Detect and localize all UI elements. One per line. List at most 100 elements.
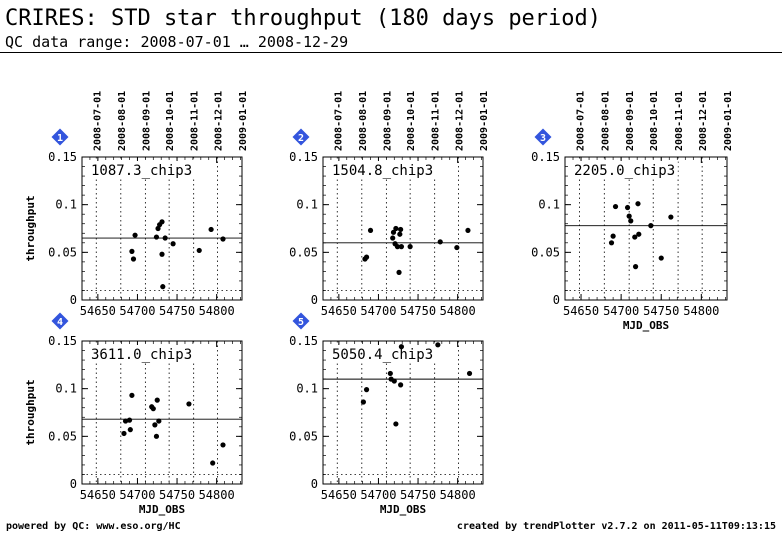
data-point xyxy=(208,226,214,233)
panel-1: 0 0.05 0.1 0.15 54650 54700 54750 54800 2008-07-… xyxy=(24,91,249,318)
panel-number: 5 xyxy=(298,317,304,328)
y-tick-label: 0.15 xyxy=(48,150,77,164)
data-point xyxy=(170,241,176,247)
panel-label: 1087.3_chip3 xyxy=(91,163,192,179)
data-point xyxy=(363,254,370,260)
x-tick-label: 54750 xyxy=(159,488,195,502)
footer-powered-by: powered by QC: www.eso.org/HC xyxy=(6,521,181,532)
x-tick-label: 54650 xyxy=(321,304,357,318)
top-date-label: 2008-12-01 xyxy=(698,91,709,151)
data-point xyxy=(466,370,473,377)
x-tick-label: 54750 xyxy=(159,304,195,318)
x-tick-label: 54800 xyxy=(683,304,719,318)
x-tick-label: 54650 xyxy=(80,488,116,502)
data-point xyxy=(363,387,370,393)
panel-number-diamond-icon xyxy=(292,312,310,330)
data-point xyxy=(130,256,137,262)
y-tick-label: 0.1 xyxy=(55,198,77,212)
x-tick-label: 54650 xyxy=(321,488,357,502)
y-tick-label: 0.15 xyxy=(531,150,560,164)
data-point xyxy=(393,225,399,232)
x-tick-label: 54650 xyxy=(563,304,599,318)
top-date-label: 2009-01-01 xyxy=(479,91,490,151)
x-tick-label: 54700 xyxy=(360,488,396,502)
data-point xyxy=(396,269,402,275)
y-tick-label: 0.15 xyxy=(289,150,318,164)
plot-frame xyxy=(81,156,243,301)
plot-frame xyxy=(81,340,243,485)
data-point xyxy=(159,219,165,225)
data-point xyxy=(129,392,135,398)
y-axis-label: throughput xyxy=(24,379,37,445)
y-tick-label: 0.1 xyxy=(538,198,560,212)
x-tick-label: 54800 xyxy=(440,488,476,502)
data-point xyxy=(196,247,202,254)
data-point xyxy=(612,203,619,210)
data-point xyxy=(132,232,138,238)
data-point xyxy=(153,234,160,240)
panel-5: 0 0.05 0.1 0.15 54650 54700 54750 54800 MJD_OBS 5… xyxy=(289,312,484,516)
top-date-label: 2008-07-01 xyxy=(92,91,103,151)
data-point xyxy=(393,421,399,427)
y-tick-label: 0 xyxy=(553,293,560,307)
data-point xyxy=(398,344,405,350)
data-point xyxy=(126,417,133,423)
top-date-label: 2008-12-01 xyxy=(213,91,224,151)
top-date-label: 2008-12-01 xyxy=(454,91,465,151)
data-point xyxy=(668,214,674,220)
x-axis-label: MJD_OBS xyxy=(380,503,426,516)
data-point xyxy=(220,442,226,448)
top-date-label: 2008-11-01 xyxy=(431,91,442,151)
panel-label-background xyxy=(327,161,436,179)
y-tick-label: 0 xyxy=(70,477,77,491)
plot-frame xyxy=(322,156,484,301)
y-tick-label: 0.05 xyxy=(289,245,318,259)
x-tick-label: 54700 xyxy=(119,304,155,318)
top-date-label: 2008-11-01 xyxy=(190,91,201,151)
data-point xyxy=(624,204,631,211)
page-title: CRIRES: STD star throughput (180 days pe… xyxy=(5,6,602,31)
data-point xyxy=(435,342,441,348)
x-tick-label: 54750 xyxy=(643,304,679,318)
header-rule xyxy=(0,52,782,53)
data-point xyxy=(367,227,374,234)
panel-label-background xyxy=(86,345,195,363)
y-tick-label: 0 xyxy=(311,477,318,491)
data-point xyxy=(632,234,638,240)
y-tick-label: 0 xyxy=(311,293,318,307)
y-tick-label: 0.15 xyxy=(289,334,318,348)
data-point xyxy=(397,231,403,237)
data-point xyxy=(121,430,127,437)
data-point xyxy=(632,264,639,270)
top-date-label: 2008-10-01 xyxy=(649,91,660,151)
panel-4: 0 0.05 0.1 0.15 54650 54700 54750 54800 throughp… xyxy=(24,312,243,516)
data-point xyxy=(635,201,641,207)
panel-3: 0 0.05 0.1 0.15 54650 54700 54750 54800 2008-07-… xyxy=(531,91,734,332)
data-point xyxy=(454,244,460,251)
data-point xyxy=(162,235,168,241)
x-tick-label: 54700 xyxy=(119,488,155,502)
data-point xyxy=(390,229,397,235)
panel-label-background xyxy=(86,161,195,179)
top-date-label: 2008-08-01 xyxy=(600,91,611,151)
top-date-label: 2008-08-01 xyxy=(117,91,128,151)
y-tick-label: 0.15 xyxy=(48,334,77,348)
panel-number: 4 xyxy=(57,317,63,328)
top-date-label: 2008-08-01 xyxy=(358,91,369,151)
panel-label: 1504.8_chip3 xyxy=(332,163,433,179)
x-tick-label: 54800 xyxy=(199,488,235,502)
data-point xyxy=(648,223,654,229)
data-point xyxy=(391,378,397,384)
data-point xyxy=(628,218,634,224)
data-point xyxy=(437,239,443,245)
data-point xyxy=(608,240,615,246)
x-tick-label: 54650 xyxy=(80,304,116,318)
top-date-label: 2008-10-01 xyxy=(165,91,176,151)
top-date-label: 2008-09-01 xyxy=(382,91,393,151)
x-tick-label: 54700 xyxy=(603,304,639,318)
y-tick-label: 0.05 xyxy=(289,429,318,443)
top-date-label: 2008-10-01 xyxy=(406,91,417,151)
data-point xyxy=(360,399,366,405)
data-point xyxy=(153,433,160,439)
data-point xyxy=(160,284,166,290)
